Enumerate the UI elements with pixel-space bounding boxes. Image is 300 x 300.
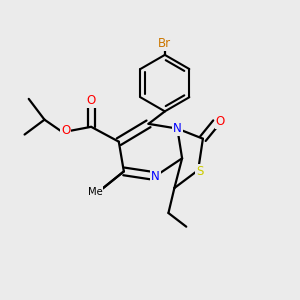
Text: Br: Br: [158, 37, 171, 50]
Text: N: N: [151, 170, 160, 183]
Text: O: O: [61, 124, 70, 137]
Text: O: O: [86, 94, 96, 107]
Text: S: S: [196, 165, 203, 178]
Text: N: N: [173, 122, 182, 135]
Text: Me: Me: [88, 187, 102, 196]
Text: O: O: [216, 115, 225, 128]
